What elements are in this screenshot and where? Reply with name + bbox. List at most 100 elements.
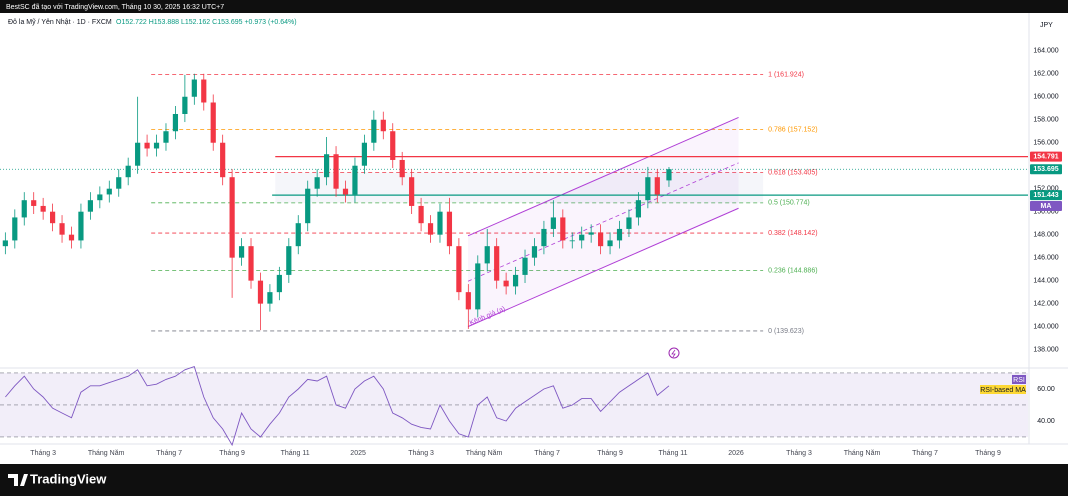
candle-body [116,177,122,189]
fib-label: 0.786 (157.152) [768,126,817,133]
x-tick-label: Tháng 9 [975,450,1001,457]
rsi-tick-label: 60.00 [1037,386,1055,393]
x-tick-label: Tháng 11 [659,450,688,457]
candle-body [172,113,179,132]
fib-label: 0.236 (144.886) [768,267,817,274]
horizontal-line-label: 154.791 [1033,153,1058,160]
y-tick-label: 156.000 [1033,140,1058,147]
x-tick-label: Tháng Năm [466,450,503,457]
candle-body [220,142,226,178]
x-tick-label: Tháng 3 [30,450,56,457]
candle-body [106,188,112,195]
ma-label: MA [1041,203,1052,210]
candle-body [654,177,660,195]
candle-body [380,119,386,132]
candle-body [399,159,405,178]
y-tick-label: 152.000 [1033,186,1058,193]
x-tick-label: Tháng 7 [534,450,560,457]
candle-body [645,177,651,201]
candle-body [635,200,642,218]
y-tick-label: 138.000 [1033,346,1058,353]
footer-bar [0,464,1068,496]
candle-body [371,119,377,143]
candle-body [465,292,471,310]
candle-body [49,211,56,224]
candle-body [97,194,103,201]
candle-body [437,211,443,235]
candle-body [333,154,339,189]
chart-background [0,13,1068,464]
x-tick-label: Tháng 3 [786,450,812,457]
event-bolt [671,349,676,358]
candle-body [456,246,462,293]
candle-body [550,217,556,229]
candle-body [626,217,632,229]
candle-body [210,102,216,143]
x-tick-label: Tháng 11 [281,450,310,457]
fib-label: 0.618 (153.405) [768,169,817,176]
y-tick-label: 142.000 [1033,300,1058,307]
y-tick-label: 158.000 [1033,117,1058,124]
candle-body [541,228,547,247]
candle-body [31,200,37,206]
candle-body [560,217,566,241]
x-tick-label: Tháng 9 [219,450,245,457]
candle-body [588,232,594,235]
candle-body [153,142,160,149]
candle-body [409,177,415,206]
y-tick-label: 160.000 [1033,94,1058,101]
candle-body [569,240,575,242]
rsi-ma-tag [980,385,1026,394]
horizontal-line-label-tag [1030,190,1062,201]
rsi-tick-label: 40.00 [1037,418,1055,425]
candle-body [286,246,292,275]
candle-body [68,234,75,241]
candle-body [446,211,453,247]
candle-body [257,280,264,304]
last-price-label: 153.695 [1033,166,1058,173]
ohlc-legend: O152.722 H153.888 L152.162 C153.695 +0.9… [116,19,297,26]
candle-body [352,165,358,195]
candle-body [87,200,93,212]
candle-body [21,200,27,218]
x-tick-label: Tháng 9 [597,450,623,457]
candle-body [503,280,509,287]
candle-body [616,228,623,241]
fib-label: 1 (161.924) [768,71,804,78]
channel-upper [467,116,739,237]
rsi-ma-label: RSI-based MA [980,387,1026,394]
fib-label: 0.382 (148.142) [768,230,817,237]
y-tick-label: 148.000 [1033,232,1058,239]
candle-body [144,142,150,149]
candle-body [59,223,65,235]
candle-body [248,246,254,281]
candle-body [78,211,84,241]
candle-body [342,188,349,195]
y-tick-label: 140.000 [1033,323,1058,330]
candle-body [324,154,330,178]
x-tick-label: 2026 [728,450,744,457]
credit: BestSC đã tạo với TradingView.com, Tháng… [6,4,224,11]
candle-body [512,274,519,287]
event-icon[interactable] [668,347,680,359]
last-price-label-tag [1030,164,1062,175]
horizontal-line-label: 151.443 [1033,192,1058,199]
candle-body [390,131,396,160]
x-tick-label: Tháng 3 [408,450,434,457]
candle-body [305,188,311,224]
rsi-line [5,366,670,447]
candle-body [229,177,235,258]
y-tick-label: 144.000 [1033,277,1058,284]
candle-body [361,142,367,166]
candle-body [201,79,207,103]
channel-mid [467,162,739,282]
x-tick-label: 2025 [350,450,366,457]
candle-body [666,169,672,181]
candle-body [475,263,481,310]
candle-body [40,205,46,212]
candle-body [2,240,8,247]
y-tick-label: 162.000 [1033,71,1058,78]
candle-body [427,223,434,235]
